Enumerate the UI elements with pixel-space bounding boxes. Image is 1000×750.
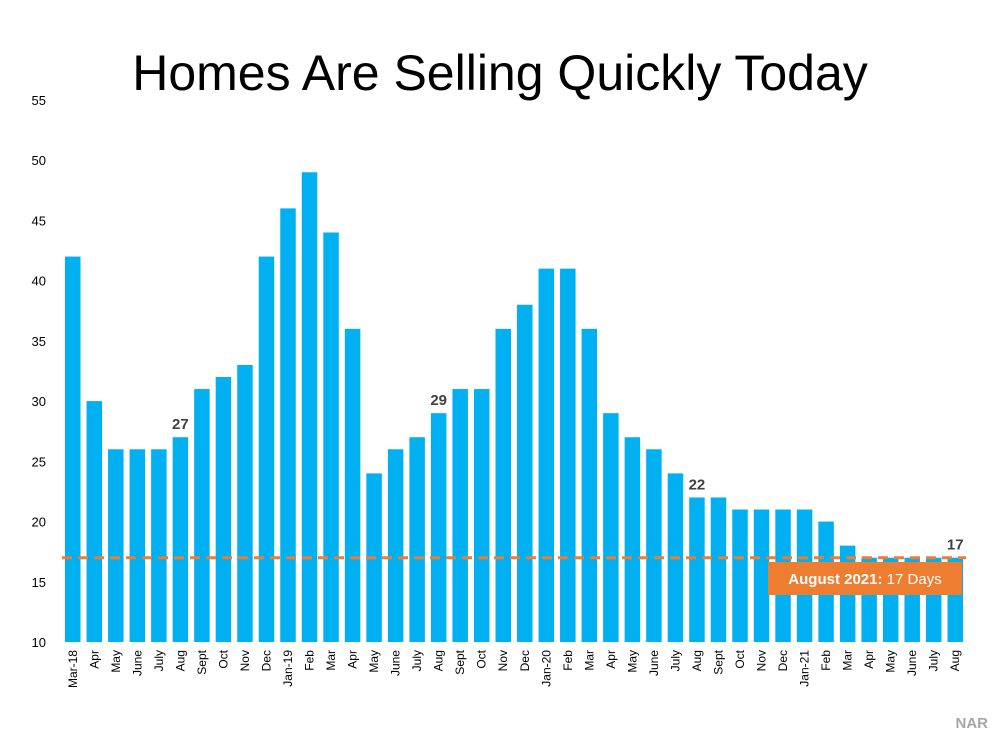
x-tick-label: Aug xyxy=(690,650,704,671)
y-tick-label: 20 xyxy=(32,515,46,530)
bar xyxy=(560,268,576,642)
x-tick-label: Dec xyxy=(776,650,790,671)
y-tick-label: 45 xyxy=(32,213,46,228)
bar xyxy=(129,449,146,642)
x-tick-label: May xyxy=(884,650,898,673)
x-tick-label: June xyxy=(389,650,403,676)
x-tick-label: Aug xyxy=(948,650,962,671)
bar xyxy=(753,509,770,642)
y-tick-label: 40 xyxy=(32,274,46,289)
x-tick-label: May xyxy=(367,650,381,673)
x-tick-label: Aug xyxy=(432,650,446,671)
x-tick-label: Feb xyxy=(819,650,833,671)
bar xyxy=(237,364,253,642)
x-tick-label: Mar-18 xyxy=(66,650,80,688)
x-tick-label: Dec xyxy=(259,650,273,671)
bar xyxy=(603,413,619,642)
x-tick-label: Sept xyxy=(195,649,209,674)
x-tick-label: Apr xyxy=(604,650,618,669)
bar xyxy=(732,509,748,642)
x-tick-label: Mar xyxy=(841,650,855,671)
x-tick-label: June xyxy=(647,650,661,676)
x-tick-label: Apr xyxy=(87,650,101,669)
x-tick-label: Nov xyxy=(755,650,769,671)
bar xyxy=(646,449,662,642)
bar xyxy=(581,328,598,642)
source: NAR xyxy=(956,715,989,732)
bar xyxy=(344,328,361,642)
x-tick-label: Feb xyxy=(561,650,575,671)
x-tick-label: Sept xyxy=(453,649,467,674)
bar xyxy=(409,437,425,642)
bar xyxy=(624,437,641,642)
x-tick-label: Apr xyxy=(346,650,360,669)
chart-title: Homes Are Selling Quickly Today xyxy=(132,45,868,101)
bar xyxy=(538,268,555,642)
y-tick-label: 35 xyxy=(32,334,46,349)
x-tick-label: July xyxy=(152,650,166,671)
bar xyxy=(517,304,533,642)
bar xyxy=(430,413,447,642)
bar xyxy=(710,497,727,642)
bar xyxy=(215,377,232,642)
bar xyxy=(387,449,404,642)
bar xyxy=(151,449,167,642)
bar xyxy=(258,256,275,642)
data-label: 22 xyxy=(689,476,706,493)
annotation-box xyxy=(768,562,962,595)
x-tick-label: July xyxy=(410,650,424,671)
bar xyxy=(495,328,511,642)
bar xyxy=(280,208,296,642)
x-tick-label: Aug xyxy=(173,650,187,671)
bar xyxy=(323,232,339,642)
bar xyxy=(65,256,81,642)
y-tick-label: 25 xyxy=(32,454,46,469)
x-tick-label: Mar xyxy=(324,650,338,671)
x-tick-label: Mar xyxy=(582,650,596,671)
x-tick-label: July xyxy=(668,650,682,671)
x-tick-label: Jan-20 xyxy=(539,650,553,687)
annotation-bold: August 2021: xyxy=(788,571,882,588)
bar xyxy=(194,389,210,642)
x-tick-label: Oct xyxy=(475,649,489,668)
y-tick-label: 10 xyxy=(32,635,46,650)
bar xyxy=(689,497,705,642)
bar xyxy=(301,172,318,642)
x-tick-label: Jan-21 xyxy=(798,650,812,687)
x-tick-label: Dec xyxy=(518,650,532,671)
data-label: 29 xyxy=(430,392,447,409)
x-tick-label: Feb xyxy=(303,650,317,671)
y-tick-label: 30 xyxy=(32,394,46,409)
x-tick-label: Nov xyxy=(238,650,252,671)
data-label: 17 xyxy=(947,537,964,554)
y-tick-label: 50 xyxy=(32,153,46,168)
y-tick-label: 15 xyxy=(32,575,46,590)
y-tick-label: 55 xyxy=(32,93,46,108)
annotation-text: 17 Days xyxy=(887,571,942,588)
data-label: 27 xyxy=(172,416,189,433)
bar xyxy=(452,389,468,642)
x-tick-label: Oct xyxy=(733,649,747,668)
x-tick-label: May xyxy=(109,650,123,673)
annotation: August 2021: 17 Days xyxy=(788,571,941,588)
x-tick-label: July xyxy=(927,650,941,671)
x-tick-label: Sept xyxy=(711,649,725,674)
x-tick-label: June xyxy=(905,650,919,676)
bar xyxy=(86,401,103,642)
x-tick-label: June xyxy=(130,650,144,676)
bar xyxy=(108,449,124,642)
x-tick-label: May xyxy=(625,650,639,673)
bar xyxy=(172,437,189,642)
x-tick-label: Nov xyxy=(496,650,510,671)
x-tick-label: Apr xyxy=(862,650,876,669)
x-tick-label: Jan-19 xyxy=(281,650,295,687)
bar xyxy=(473,389,490,642)
x-tick-label: Oct xyxy=(216,649,230,668)
